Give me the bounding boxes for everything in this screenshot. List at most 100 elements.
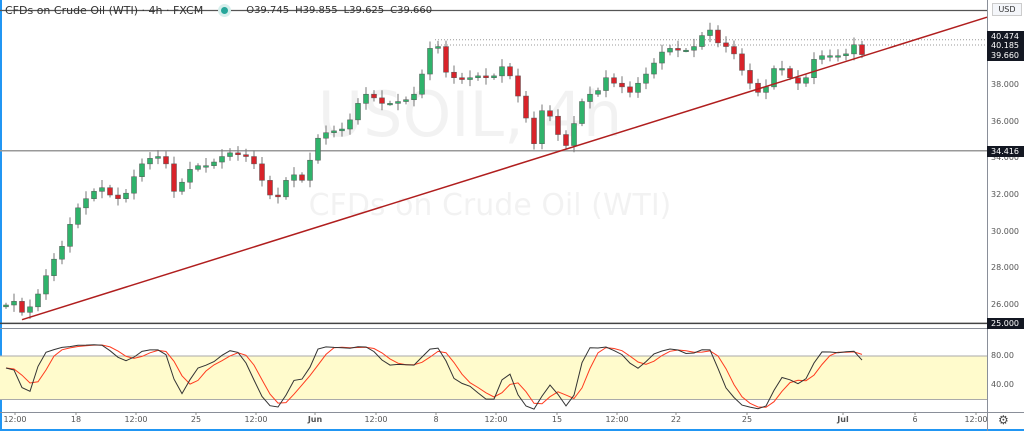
candle-up xyxy=(155,156,161,159)
time-axis-label: 25 xyxy=(741,415,753,424)
candle-up xyxy=(699,35,705,47)
candle-down xyxy=(483,75,489,78)
ohlc-open: O39.745 xyxy=(246,4,290,16)
candle-up xyxy=(491,75,497,78)
time-axis-label: 12:00 xyxy=(124,415,148,424)
price-tag-high: 40.474 xyxy=(987,30,1024,42)
candle-up xyxy=(595,90,601,95)
stoch-d-line xyxy=(5,344,863,408)
time-axis-label: Jul xyxy=(837,415,849,424)
legend-header: CFDs on Crude Oil (WTI) · 4h · FXCM O39.… xyxy=(5,2,438,18)
candle-up xyxy=(635,82,641,93)
ohlc-high: H39.855 xyxy=(295,4,338,16)
price-tag-support-lower: 25.000 xyxy=(987,318,1024,330)
time-axis-label: 8 xyxy=(433,415,439,424)
time-axis-label: Jun xyxy=(307,415,323,424)
stoch-axis-label: 40.00 xyxy=(991,380,1014,389)
candle-up xyxy=(667,48,673,53)
candle-up xyxy=(139,163,145,177)
candle-up xyxy=(59,246,65,260)
ohlc-low: L39.625 xyxy=(343,4,385,16)
time-axis-label: 12:00 xyxy=(244,415,268,424)
candle-up xyxy=(75,207,81,225)
candle-up xyxy=(3,304,9,308)
candle-up xyxy=(603,77,609,91)
candle-up xyxy=(659,51,665,64)
price-axis-label: 34.000 xyxy=(991,153,1019,163)
candle-up xyxy=(27,306,33,313)
candle-down xyxy=(619,82,625,88)
price-tag-resistance: 40.185 xyxy=(987,39,1024,51)
candle-up xyxy=(315,137,321,161)
price-axis-label: 32.000 xyxy=(991,190,1019,200)
ohlc-close: C39.660 xyxy=(390,4,433,16)
candle-up xyxy=(651,62,657,75)
candle-down xyxy=(267,180,273,196)
candle-down xyxy=(523,95,529,119)
candle-up xyxy=(707,29,713,36)
candle-up xyxy=(363,93,369,104)
currency-button[interactable]: USD xyxy=(992,3,1022,16)
trendline xyxy=(21,16,988,321)
candle-up xyxy=(419,73,425,95)
candle-up xyxy=(347,119,353,130)
candle-down xyxy=(675,48,681,51)
candle-up xyxy=(427,48,433,75)
candle-down xyxy=(443,46,449,73)
candle-down xyxy=(259,163,265,181)
candle-down xyxy=(235,152,241,155)
time-axis-label: 12:00 xyxy=(964,415,988,424)
candle-down xyxy=(627,86,633,93)
candle-down xyxy=(115,194,121,199)
candle-up xyxy=(643,73,649,84)
candle-up xyxy=(83,198,89,209)
candle-up xyxy=(187,169,193,183)
candle-up xyxy=(131,176,137,194)
settings-gear-icon[interactable]: ⚙ xyxy=(998,413,1009,427)
candle-up xyxy=(291,174,297,181)
symbol-title[interactable]: CFDs on Crude Oil (WTI) · 4h · FXCM xyxy=(5,3,204,17)
candle-down xyxy=(747,70,753,84)
candle-up xyxy=(803,77,809,84)
time-axis-label: 12:00 xyxy=(3,415,27,424)
candle-up xyxy=(51,258,57,276)
candle-down xyxy=(19,301,25,313)
candle-up xyxy=(499,66,505,77)
candle-down xyxy=(163,156,169,165)
candle-up xyxy=(35,293,41,308)
candle-up xyxy=(331,130,337,133)
price-axis-label: 30.000 xyxy=(991,226,1019,236)
candle-down xyxy=(371,93,377,99)
candle-up xyxy=(683,49,689,52)
candle-up xyxy=(91,191,97,199)
candle-down xyxy=(507,66,513,77)
candle-down xyxy=(107,187,113,196)
candle-down xyxy=(723,42,729,47)
candle-down xyxy=(451,71,457,78)
candle-up xyxy=(811,59,817,78)
price-axis-label: 36.000 xyxy=(991,116,1019,126)
candle-up xyxy=(43,275,49,295)
candle-up xyxy=(195,165,201,170)
candle-down xyxy=(795,77,801,84)
candle-up xyxy=(435,46,441,49)
candle-down xyxy=(531,117,537,144)
candle-up xyxy=(387,103,393,106)
candle-down xyxy=(275,194,281,198)
candle-down xyxy=(611,77,617,84)
candle-up xyxy=(395,101,401,104)
candle-up xyxy=(403,99,409,102)
price-tag-last: 39.660 xyxy=(987,49,1024,61)
candle-up xyxy=(691,46,697,51)
candle-up xyxy=(771,68,777,88)
candle-up xyxy=(211,161,217,166)
price-axis-label: 26.000 xyxy=(991,300,1019,309)
candle-up xyxy=(339,128,345,132)
candle-up xyxy=(147,158,153,165)
candle-up xyxy=(323,132,329,139)
candle-up xyxy=(99,187,105,192)
candle-up xyxy=(411,93,417,100)
candle-up xyxy=(819,55,825,60)
